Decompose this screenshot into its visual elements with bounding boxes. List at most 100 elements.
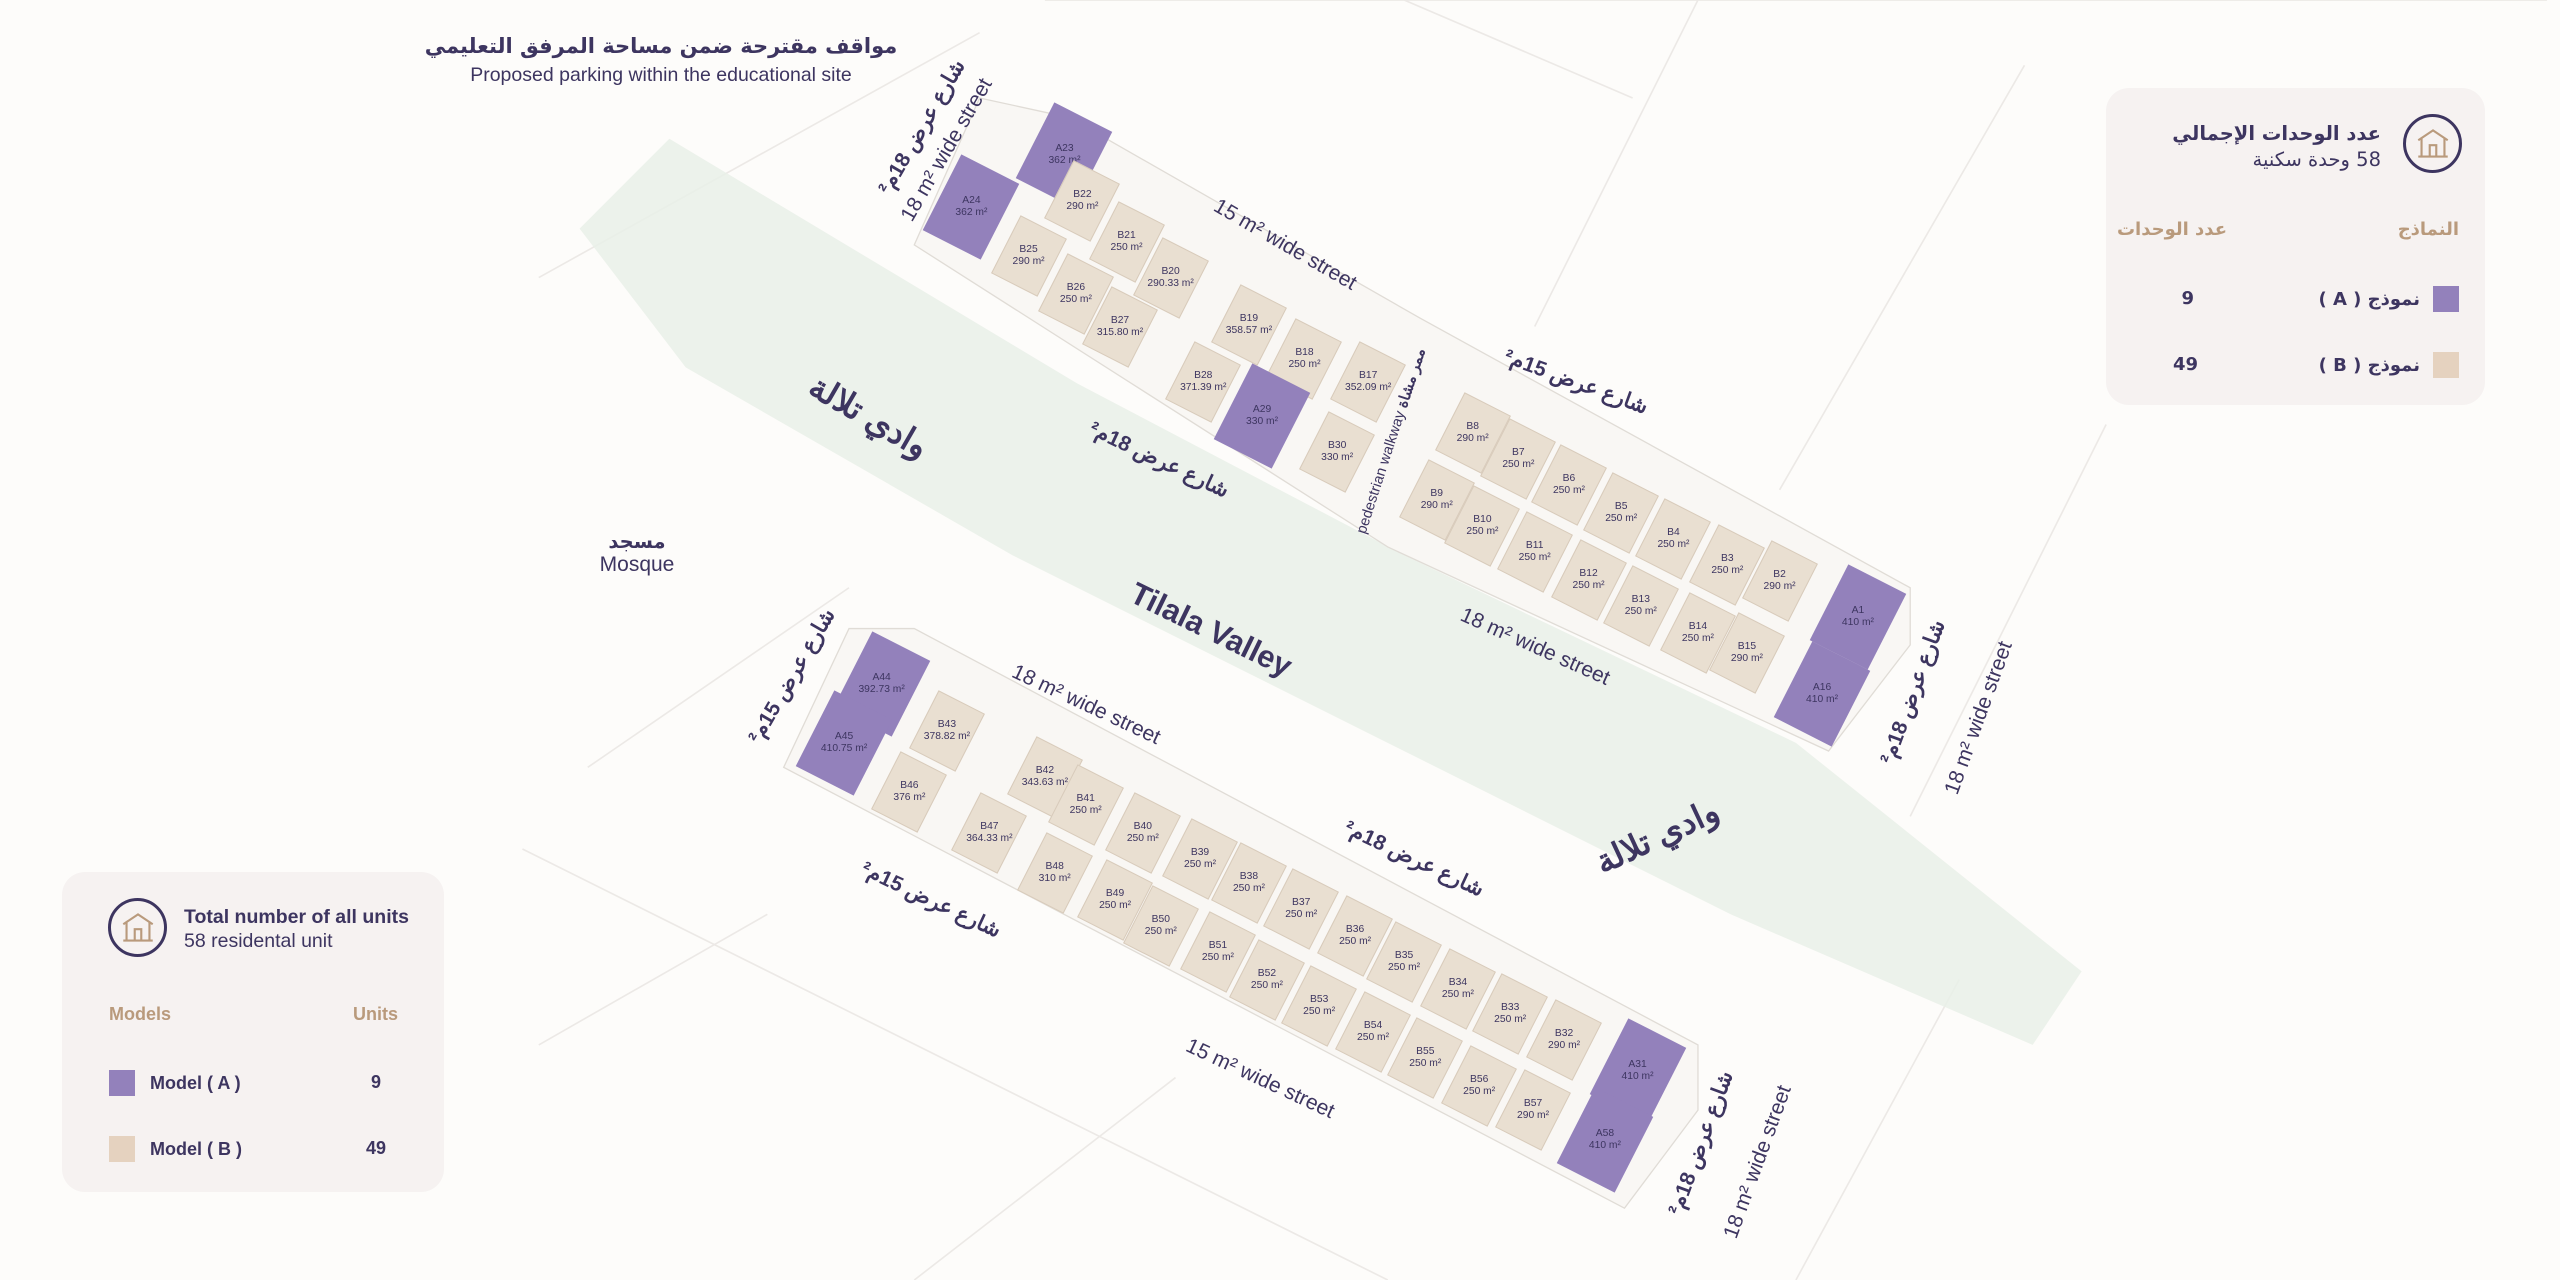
- unit-area: 250 m²: [1339, 935, 1372, 947]
- unit-area: 290 m²: [1517, 1110, 1550, 1122]
- unit-label: B32 290 m²: [1548, 1028, 1580, 1052]
- unit-label: B56 250 m²: [1463, 1074, 1495, 1098]
- unit-area: 410 m²: [1621, 1071, 1654, 1083]
- unit-label: B14 250 m²: [1682, 621, 1714, 645]
- unit-label: A23 362 m²: [1048, 143, 1080, 167]
- unit-area: 250 m²: [1285, 909, 1318, 921]
- legend-arabic: عدد الوحدات الإجمالي 58 وحدة سكنية النما…: [2106, 88, 2485, 405]
- unit-label: B48 310 m²: [1039, 861, 1071, 885]
- unit-id: B13: [1631, 593, 1650, 605]
- unit-id: A1: [1851, 605, 1865, 617]
- unit-label: B51 250 m²: [1202, 940, 1234, 964]
- unit-id: B28: [1194, 370, 1213, 382]
- unit-id: B56: [1470, 1073, 1489, 1085]
- unit-id: B49: [1105, 887, 1125, 899]
- unit-area: 410 m²: [1806, 693, 1839, 705]
- mosque-arabic: مسجد: [608, 530, 666, 553]
- unit-id: B43: [937, 719, 957, 731]
- unit-label: B38 250 m²: [1233, 871, 1265, 895]
- model-b-swatch: [109, 1136, 135, 1162]
- unit-label: B12 250 m²: [1573, 568, 1605, 592]
- unit-label: B22 290 m²: [1066, 189, 1098, 213]
- unit-area: 290 m²: [1763, 581, 1796, 593]
- unit-area: 290 m²: [1012, 256, 1045, 268]
- unit-area: 250 m²: [1099, 899, 1132, 911]
- unit-id: B52: [1257, 967, 1277, 979]
- unit-area: 410 m²: [1588, 1139, 1621, 1151]
- unit-label: B28 371.39 m²: [1180, 370, 1226, 394]
- unit-id: B30: [1327, 440, 1347, 452]
- unit-id: B53: [1310, 993, 1329, 1005]
- unit-area: 250 m²: [1388, 961, 1421, 973]
- unit-label: B57 290 m²: [1517, 1098, 1549, 1122]
- unit-id: B41: [1076, 792, 1095, 804]
- unit-label: B42 343.63 m²: [1022, 765, 1068, 789]
- unit-area: 250 m²: [1494, 1013, 1527, 1025]
- unit-area: 362 m²: [955, 207, 988, 219]
- unit-area: 250 m²: [1250, 979, 1283, 991]
- unit-id: B42: [1035, 765, 1055, 777]
- unit-area: 250 m²: [1518, 551, 1551, 563]
- unit-label: B11 250 m²: [1519, 540, 1551, 564]
- unit-area: 250 m²: [1502, 458, 1535, 470]
- unit-id: B17: [1358, 370, 1378, 382]
- unit-id: A23: [1055, 143, 1074, 155]
- unit-label: A44 392.73 m²: [858, 672, 904, 696]
- unit-area: 250 m²: [1572, 579, 1605, 591]
- unit-label: B25 290 m²: [1013, 244, 1045, 268]
- unit-area: 330 m²: [1321, 452, 1354, 464]
- unit-id: B14: [1688, 621, 1708, 633]
- legend-ar-row-b-units: 49: [2172, 354, 2198, 375]
- unit-label: A31 410 m²: [1622, 1059, 1654, 1083]
- unit-label: B21 250 m²: [1110, 230, 1142, 254]
- legend-english: Total number of all units 58 residental …: [62, 872, 444, 1192]
- unit-label: B18 250 m²: [1288, 347, 1320, 371]
- unit-area: 250 m²: [1183, 858, 1217, 870]
- unit-area: 392.73 m²: [858, 684, 905, 696]
- legend-en-col-units: Units: [353, 1004, 398, 1024]
- unit-id: B47: [980, 820, 999, 832]
- unit-area: 250 m²: [1552, 484, 1585, 496]
- unit-area: 371.39 m²: [1180, 382, 1227, 394]
- unit-label: B26 250 m²: [1060, 282, 1092, 306]
- unit-id: B35: [1394, 949, 1414, 961]
- unit-id: B51: [1208, 939, 1228, 951]
- unit-area: 290 m²: [1730, 653, 1763, 665]
- unit-area: 250 m²: [1409, 1057, 1442, 1069]
- unit-label: B35 250 m²: [1388, 950, 1420, 974]
- unit-id: A16: [1812, 681, 1832, 693]
- unit-label: B4 250 m²: [1657, 527, 1689, 551]
- unit-id: A44: [872, 672, 891, 684]
- mosque-english: Mosque: [599, 553, 675, 576]
- unit-label: B36 250 m²: [1339, 924, 1371, 948]
- unit-id: A29: [1252, 404, 1272, 416]
- unit-id: B3: [1721, 552, 1734, 564]
- unit-id: B11: [1525, 539, 1544, 551]
- unit-id: B39: [1190, 846, 1210, 858]
- unit-label: A29 330 m²: [1246, 404, 1278, 428]
- unit-area: 250 m²: [1059, 293, 1092, 305]
- unit-label: B8 290 m²: [1457, 421, 1489, 445]
- legend-en-row-a: Model ( A ): [109, 1070, 241, 1096]
- unit-id: B7: [1512, 446, 1525, 458]
- unit-area: 250 m²: [1441, 989, 1474, 1001]
- unit-area: 250 m²: [1110, 241, 1143, 253]
- unit-id: B20: [1161, 265, 1180, 277]
- unit-area: 290 m²: [1066, 200, 1099, 212]
- unit-label: B50 250 m²: [1145, 914, 1177, 938]
- legend-en-subtitle: 58 residental unit: [184, 930, 333, 952]
- unit-label: B55 250 m²: [1409, 1046, 1441, 1070]
- unit-id: B38: [1239, 871, 1259, 883]
- unit-id: B34: [1448, 977, 1468, 989]
- unit-area: 250 m²: [1466, 525, 1499, 537]
- unit-label: B5 250 m²: [1605, 501, 1637, 525]
- unit-area: 250 m²: [1144, 925, 1177, 937]
- unit-id: B12: [1579, 567, 1598, 579]
- unit-id: B21: [1117, 229, 1136, 241]
- unit-label: A1 410 m²: [1842, 605, 1874, 629]
- unit-id: B32: [1554, 1028, 1574, 1039]
- unit-area: 250 m²: [1201, 951, 1234, 963]
- unit-area: 330 m²: [1246, 416, 1279, 428]
- unit-label: B34 250 m²: [1442, 977, 1474, 1001]
- unit-id: B18: [1295, 347, 1314, 359]
